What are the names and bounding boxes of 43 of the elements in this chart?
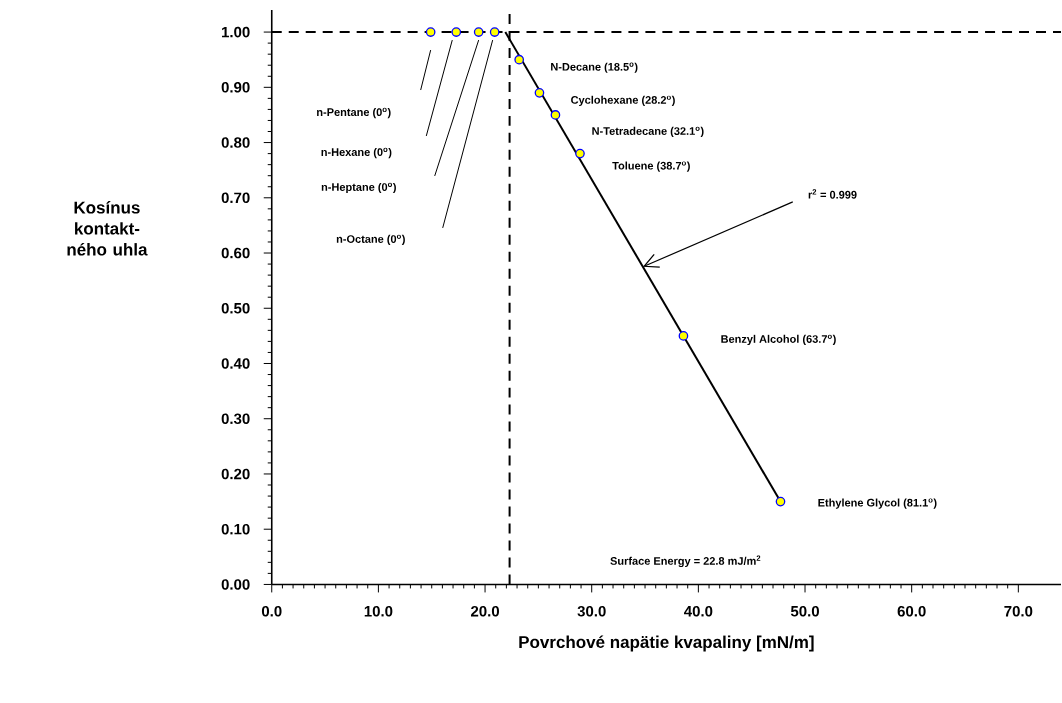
x-tick-label: 0.0 <box>261 605 282 617</box>
point <box>489 27 500 37</box>
y-tick-label: 0.90 <box>221 81 250 93</box>
y-tick-label: 0.10 <box>221 523 250 535</box>
x-tick-label: 20.0 <box>470 605 500 617</box>
annotation: N-Tetradecane (32.1$^{o}$) <box>592 126 704 137</box>
annotation: N-Decane (18.5$^{o}$) <box>551 62 638 73</box>
x-tick-label: 50.0 <box>790 605 819 617</box>
annotation: n-Pentane (0$^{o}$) <box>317 107 391 119</box>
point <box>514 54 525 65</box>
y-tick-label: 0.00 <box>221 578 250 590</box>
x-tick-label: 70.0 <box>1004 605 1033 617</box>
x-tick-label: 40.0 <box>684 605 713 617</box>
y-tick-label: 1.00 <box>222 26 250 38</box>
annotation: Surface Energy = 22.8 mJ/m$^{2}$ <box>610 555 761 567</box>
point <box>473 27 484 37</box>
annotation: n-Hexane (0$^{o}$) <box>321 147 392 158</box>
x-tick-label: 10.0 <box>364 605 393 617</box>
y-tick-label: 0.70 <box>221 192 250 203</box>
annotation: Ethylene Glycol (81.1$^{o}$) <box>818 498 937 509</box>
x-tick-label: 30.0 <box>577 605 606 617</box>
point <box>575 148 585 159</box>
x-tick-label: 60.0 <box>897 605 926 617</box>
y-tick-label: 0.30 <box>221 413 250 424</box>
annotation: Benzyl Alcohol (63.7$^{o}$) <box>721 334 836 345</box>
point <box>534 87 545 98</box>
y-tick-label: 0.40 <box>221 358 250 369</box>
annotation: Toluene (38.7$^{o}$) <box>612 161 690 172</box>
x-axis-title: Povrchové napätie kvapaliny [mN/m] <box>519 635 814 652</box>
y-axis-title: Kosínus kontakt-ného uhla <box>67 200 148 256</box>
point <box>451 27 462 37</box>
annotation: r$^{2}$ = 0.999 <box>808 189 857 199</box>
point <box>550 109 561 120</box>
annotation: Cyclohexane (28.2$^{o}$) <box>571 95 675 106</box>
y-tick-label: 0.50 <box>221 302 250 314</box>
annotation: n-Octane (0$^{o}$) <box>336 234 405 245</box>
point <box>678 330 689 341</box>
y-tick-label: 0.20 <box>221 468 250 480</box>
point <box>425 27 436 37</box>
annotation: n-Heptane (0$^{o}$) <box>321 182 396 193</box>
y-tick-label: 0.60 <box>221 247 250 259</box>
y-tick-label: 0.80 <box>221 137 250 148</box>
point <box>775 496 786 507</box>
